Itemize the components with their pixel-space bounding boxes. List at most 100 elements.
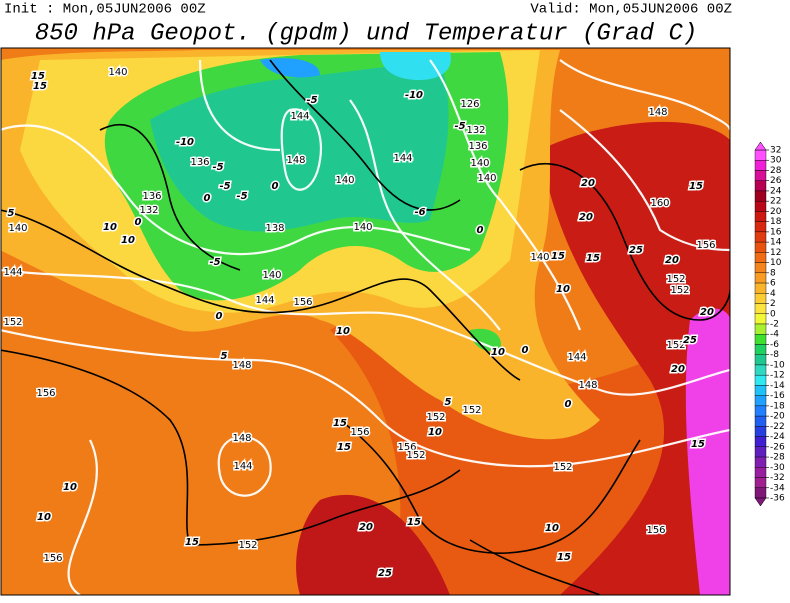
temperature-label: 10 <box>121 235 135 246</box>
temperature-label: 15 <box>33 81 47 92</box>
geopotential-label: 152 <box>3 317 22 328</box>
temperature-label: 0 <box>135 217 142 228</box>
colorbar-label: 16 <box>770 227 782 237</box>
geopotential-label: 152 <box>406 450 425 461</box>
colorbar-swatch <box>754 344 767 355</box>
temperature-label: 20 <box>671 364 685 375</box>
colorbar-label: -32 <box>770 473 785 483</box>
geopotential-label: 148 <box>232 433 251 444</box>
temperature-label: 15 <box>691 439 705 450</box>
colorbar-label: -28 <box>770 453 785 463</box>
temperature-label: -5 <box>454 121 465 132</box>
geopotential-label: 156 <box>36 388 55 399</box>
colorbar-label: 0 <box>770 309 776 319</box>
temperature-label: 10 <box>63 482 77 493</box>
geopotential-label: 152 <box>426 412 445 423</box>
colorbar-swatch <box>754 272 767 284</box>
temperature-label: 20 <box>579 212 593 223</box>
geopotential-label: 140 <box>8 223 27 234</box>
temperature-label: 15 <box>586 253 600 264</box>
colorbar-swatch <box>754 170 767 181</box>
colorbar-swatch <box>754 282 767 294</box>
geopotential-label: 156 <box>696 240 715 251</box>
colorbar-label: 32 <box>770 146 781 156</box>
temperature-label: 0 <box>272 181 279 192</box>
geopotential-label: 140 <box>335 175 354 186</box>
temperature-label: -5 <box>219 181 230 192</box>
colorbar-top-arrow <box>754 141 767 151</box>
colorbar-swatch <box>754 293 767 304</box>
temperature-label: -5 <box>209 257 220 268</box>
colorbar-swatch <box>754 334 767 345</box>
colorbar-label: 24 <box>770 186 782 196</box>
colorbar-swatch <box>754 231 767 243</box>
geopotential-label: 160 <box>650 198 669 209</box>
temperature-label: 10 <box>545 523 559 534</box>
colorbar-label: 28 <box>770 166 782 176</box>
geopotential-label: 148 <box>286 155 305 166</box>
colorbar-label: 6 <box>770 279 776 289</box>
colorbar-label: -8 <box>770 350 779 360</box>
geopotential-label: 144 <box>3 267 22 278</box>
geopotential-label: 148 <box>578 380 597 391</box>
colorbar-swatch <box>754 200 767 212</box>
temperature-label: 10 <box>556 284 570 295</box>
temperature-label: 10 <box>428 427 442 438</box>
colorbar-swatch <box>754 354 767 366</box>
colorbar-label: -10 <box>770 360 785 370</box>
temperature-label: 15 <box>31 71 45 82</box>
temperature-label: 10 <box>336 326 350 337</box>
temperature-label: 15 <box>185 537 199 548</box>
valid-time: Valid: Mon,05JUN2006 00Z <box>530 2 732 18</box>
colorbar-label: -6 <box>770 340 779 350</box>
colorbar-swatch <box>754 385 767 396</box>
geopotential-label: 144 <box>567 352 586 363</box>
temperature-label: 0 <box>216 311 223 322</box>
colorbar-label: -16 <box>770 391 785 401</box>
colorbar-label: 10 <box>770 258 782 268</box>
geopotential-label: 140 <box>530 252 549 263</box>
colorbar-label: -26 <box>770 442 785 452</box>
colorbar-label: -30 <box>770 463 785 473</box>
temperature-label: 0 <box>565 399 572 410</box>
colorbar-swatch <box>754 405 767 417</box>
colorbar-label: -24 <box>770 432 785 442</box>
geopotential-label: 138 <box>265 223 284 234</box>
colorbar-label: 20 <box>770 207 782 217</box>
temperature-label: 15 <box>551 251 565 262</box>
colorbar-label: -36 <box>770 494 785 504</box>
colorbar-swatch <box>754 303 767 314</box>
temperature-label: 15 <box>689 181 703 192</box>
geopotential-label: 156 <box>350 427 369 438</box>
temperature-label: 25 <box>629 245 643 256</box>
temperature-label: 0 <box>477 225 484 236</box>
colorbar-swatch <box>754 456 767 468</box>
geopotential-label: 136 <box>190 157 209 168</box>
temperature-label: 15 <box>407 517 421 528</box>
temperature-label: 10 <box>491 347 505 358</box>
geopotential-label: 140 <box>477 173 496 184</box>
colorbar-swatch <box>754 436 767 448</box>
colorbar-swatch <box>754 190 767 202</box>
colorbar-swatch <box>754 467 767 478</box>
colorbar-swatch <box>754 262 767 274</box>
colorbar-swatch <box>754 446 767 458</box>
temperature-label: 0 <box>522 345 529 356</box>
geopotential-label: 136 <box>142 191 161 202</box>
colorbar-label: 22 <box>770 197 781 207</box>
geopotential-label: 152 <box>670 285 689 296</box>
colorbar-swatch <box>754 487 767 499</box>
map-field <box>1 48 730 595</box>
geopotential-label: 132 <box>139 205 158 216</box>
geopotential-label: 144 <box>233 461 252 472</box>
colorbar-swatch <box>754 323 767 335</box>
colorbar-label: 2 <box>770 299 776 309</box>
temperature-label: 0 <box>204 193 211 204</box>
geopotential-label: 148 <box>648 107 667 118</box>
temperature-label: 25 <box>378 568 392 579</box>
colorbar-bottom-arrow <box>754 497 767 507</box>
temperature-label: 5 <box>445 397 452 408</box>
colorbar-swatch <box>754 313 767 325</box>
geopotential-label: 152 <box>666 340 685 351</box>
